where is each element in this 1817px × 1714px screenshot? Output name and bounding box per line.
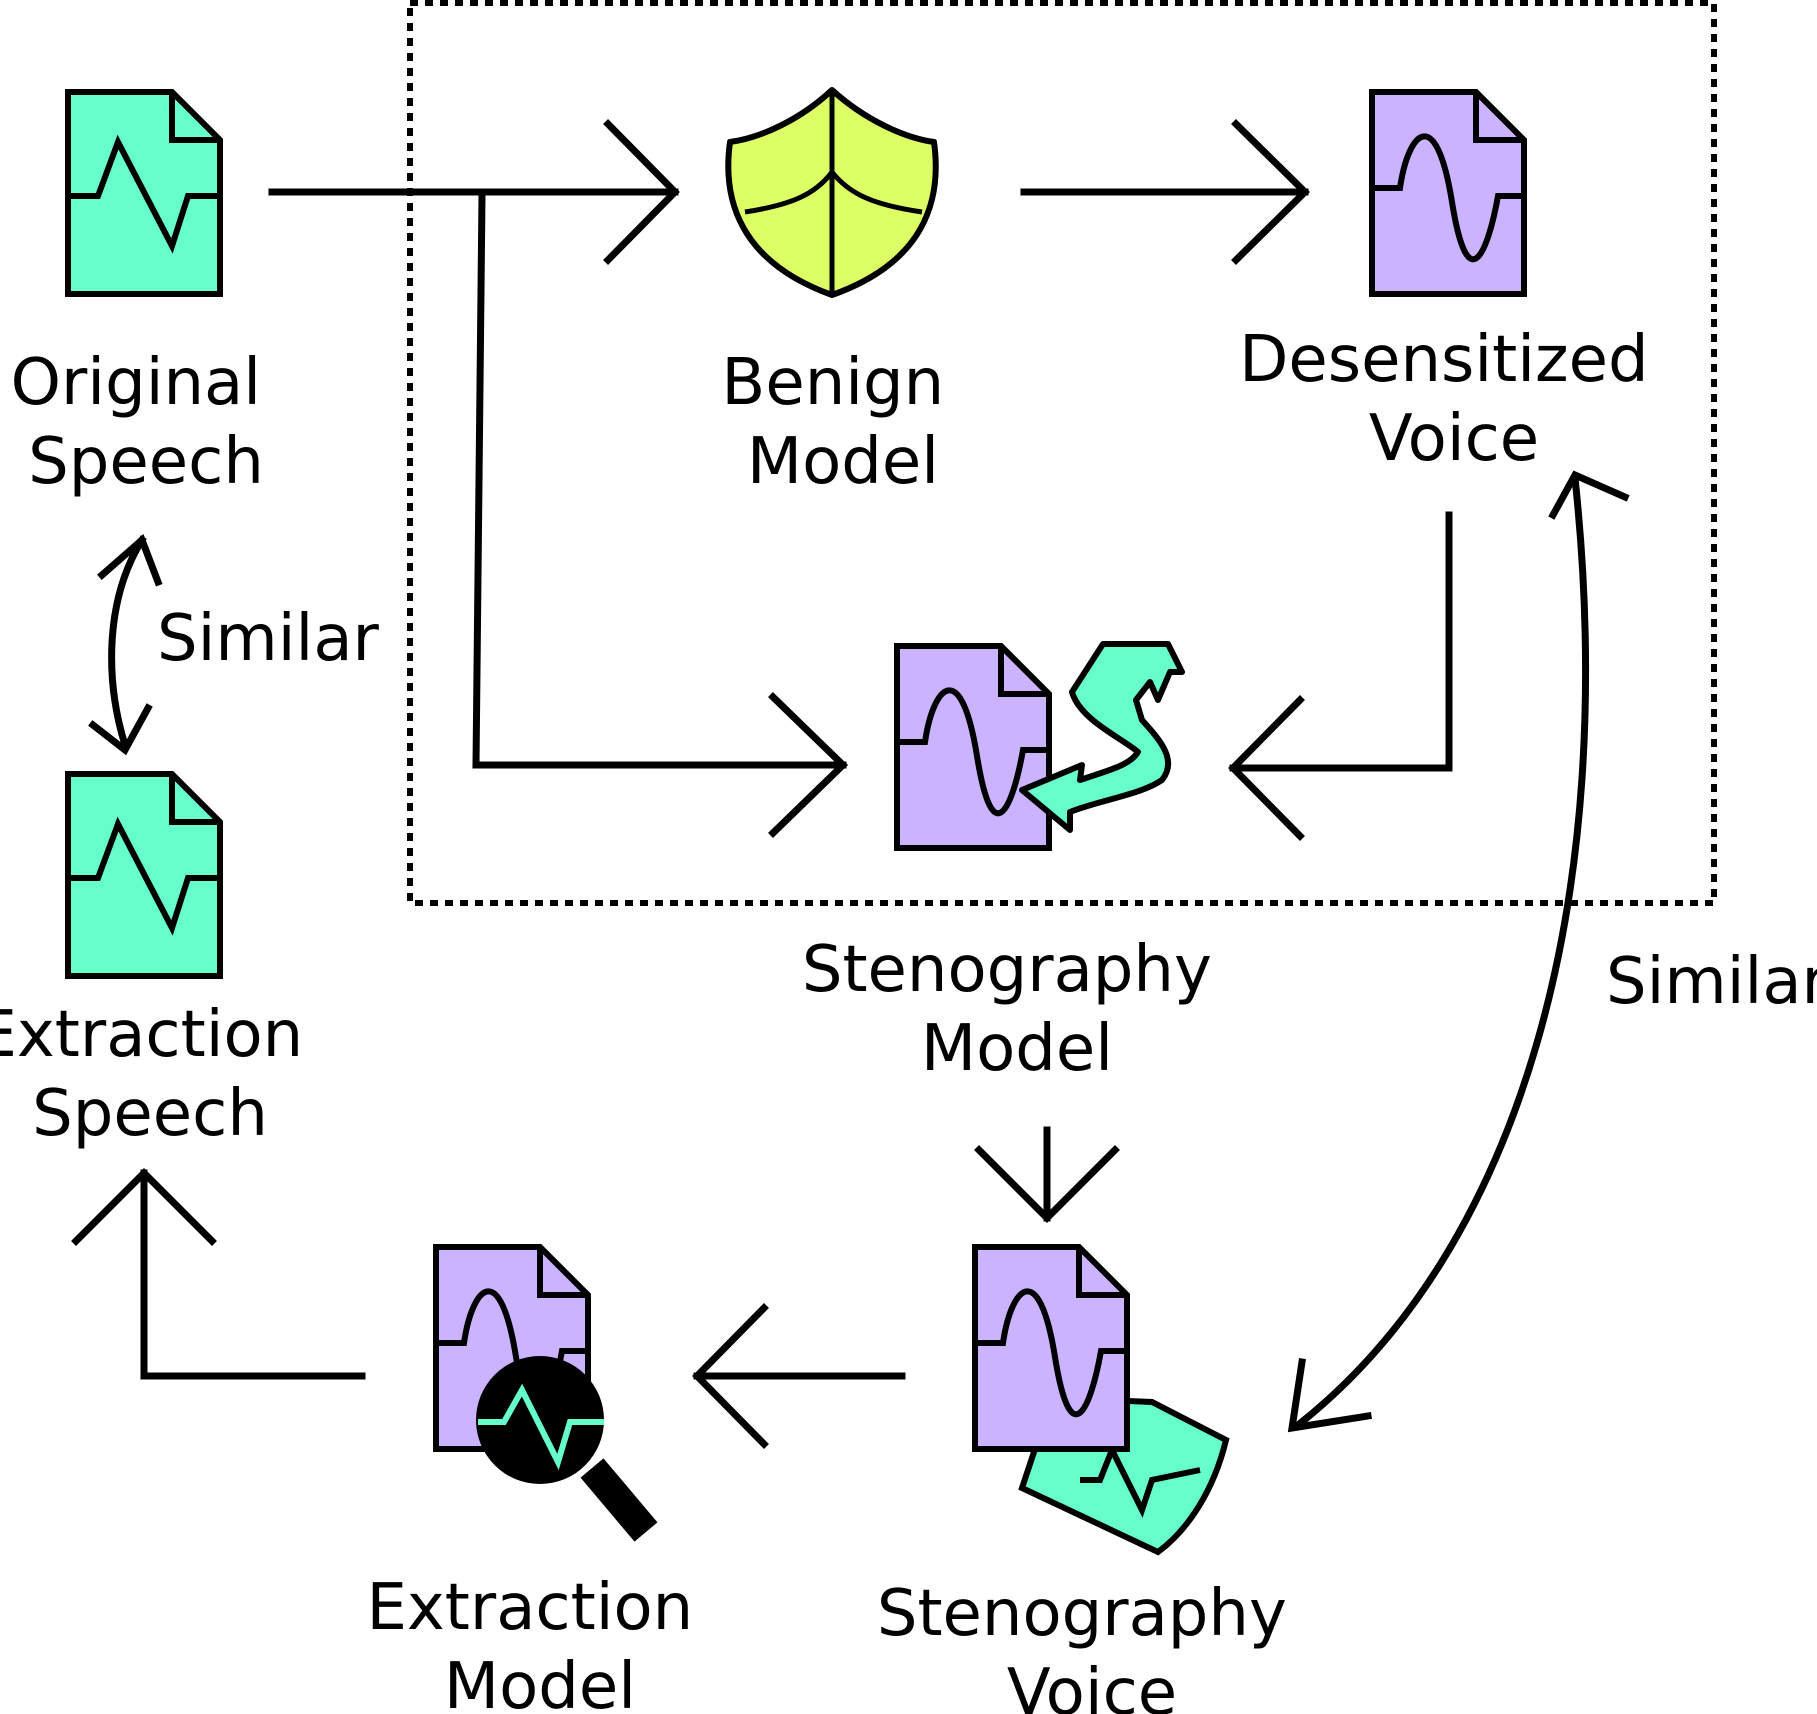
stenography-model-label-line1: Stenography [802, 933, 1212, 1007]
arrow-stenography-model-to-voice [974, 1126, 1120, 1223]
similar-left-double-arrow [88, 534, 163, 756]
similar-right-double-arrow [1287, 470, 1630, 1433]
extraction-model-label-line2: Model [444, 1650, 636, 1714]
original-speech-label-line2: Speech [28, 425, 264, 499]
stenography-voice-label-line2: Voice [1007, 1656, 1177, 1714]
extraction-speech-label-line1: Extraction [0, 998, 303, 1072]
similar-right-label: Similar [1606, 945, 1817, 1019]
stenography-model-label: Stenography Model [802, 933, 1232, 1086]
benign-model-label-line2: Model [747, 425, 939, 499]
arrow-original-to-benign [268, 119, 680, 265]
benign-model-label: Benign Model [721, 346, 964, 499]
benign-model-label-line1: Benign [721, 346, 944, 420]
arrow-original-to-stenography-model [472, 192, 849, 838]
extraction-speech-label: Extraction Speech [0, 998, 324, 1151]
arrow-desensitized-to-stenography-model [1228, 511, 1453, 841]
desensitized-voice-label: Desensitized Voice [1239, 323, 1669, 476]
arrow-benign-to-desensitized [1020, 119, 1310, 265]
stenography-voice-label-line1: Stenography [877, 1577, 1287, 1651]
arrow-voice-to-extraction-model [692, 1303, 906, 1449]
extraction-model-label: Extraction Model [366, 1571, 713, 1714]
arrow-extraction-model-to-speech [71, 1168, 366, 1380]
stenography-model-label-line2: Model [921, 1012, 1113, 1086]
speech-document-icon [65, 771, 223, 979]
similar-left-label: Similar [157, 602, 380, 676]
stenography-voice-label: Stenography Voice [877, 1577, 1307, 1714]
desensitized-voice-label-line2: Voice [1369, 402, 1539, 476]
voice-document-icon [1369, 89, 1527, 297]
original-speech-label-line1: Original [11, 346, 261, 420]
layered-voice-document-icon [972, 1244, 1230, 1556]
benign-boundary-box [407, 0, 1717, 906]
extraction-model-label-line1: Extraction [366, 1571, 693, 1645]
desensitized-voice-label-line1: Desensitized [1239, 323, 1649, 397]
original-speech-label: Original Speech [11, 346, 282, 499]
shield-icon [725, 87, 939, 298]
magnifier-document-icon [433, 1244, 658, 1542]
voice-document-with-arrow-icon [894, 641, 1185, 851]
extraction-speech-label-line2: Speech [32, 1077, 268, 1151]
speech-document-icon [65, 89, 223, 297]
